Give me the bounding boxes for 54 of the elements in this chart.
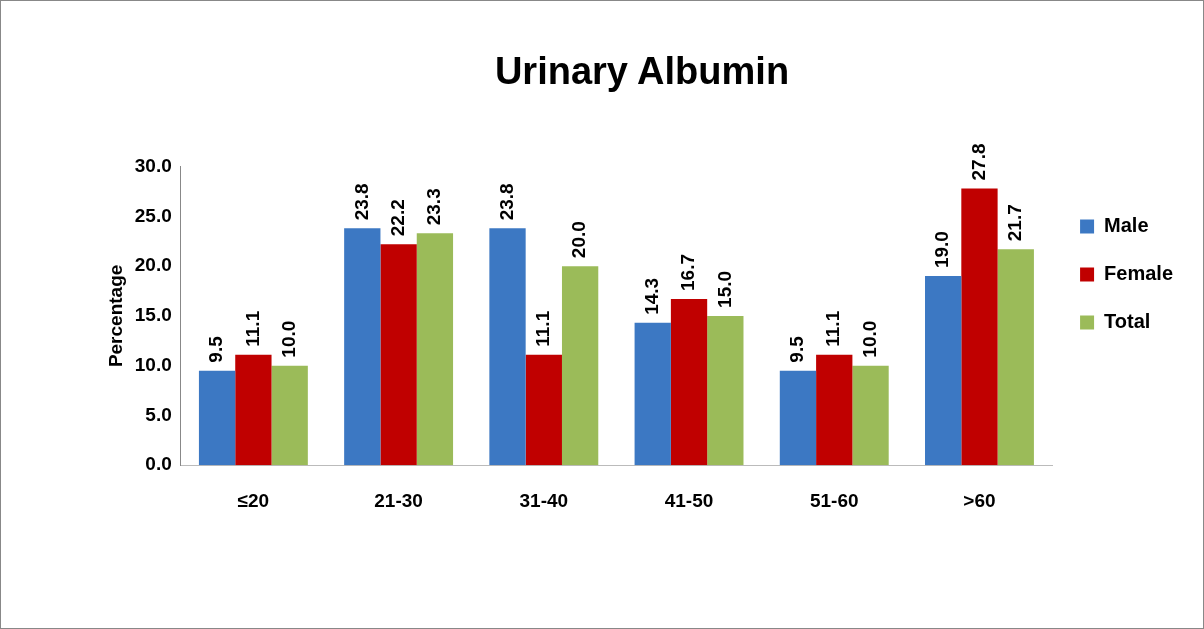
bar [489,228,526,466]
data-label: 9.5 [786,335,808,363]
y-tick-label: 5.0 [145,403,172,425]
x-tick-label: 31-40 [519,489,569,511]
bar [670,298,708,466]
bar [235,354,272,466]
y-tick-label: 20.0 [134,254,172,276]
y-tick-label: 0.0 [145,453,172,475]
data-label: 14.3 [640,277,662,315]
x-tick-label: 51-60 [809,489,859,511]
data-label: 15.0 [713,270,735,308]
bar [416,233,454,466]
data-label: 10.0 [277,320,299,358]
data-label: 16.7 [677,253,699,291]
bar [561,266,599,466]
data-label: 20.0 [568,221,590,259]
bar [198,370,236,466]
bar [961,188,998,466]
bar [816,354,853,466]
data-label: 27.8 [967,143,989,181]
legend-label: Male [1104,214,1149,237]
bar [707,315,744,466]
data-label: 11.1 [532,310,554,347]
bar [997,249,1034,466]
data-label: 11.1 [822,310,844,347]
bar [779,370,817,466]
legend-label: Female [1104,262,1174,285]
y-axis-title: Percentage [104,264,126,368]
data-label: 23.8 [350,183,372,221]
data-label: 22.2 [386,199,408,237]
bar [271,365,308,466]
legend-label: Total [1104,310,1151,333]
data-label: 11.1 [241,310,263,347]
chart-title: Urinary Albumin [494,50,790,93]
bar [380,244,417,466]
y-tick-label: 25.0 [134,204,172,226]
y-tick-label: 15.0 [134,304,172,326]
bar [925,276,962,466]
data-label: 19.0 [931,231,953,269]
bar [344,228,381,466]
data-label: 10.0 [858,320,880,358]
x-tick-label: ≤20 [237,489,270,511]
bar [634,322,671,466]
y-tick-label: 30.0 [134,154,172,176]
data-label: 23.8 [495,183,517,221]
bar [852,365,889,466]
data-label: 23.3 [423,188,445,226]
data-label: 9.5 [205,335,227,363]
x-tick-label: >60 [963,489,996,511]
x-tick-label: 41-50 [664,489,714,511]
bar [525,354,562,466]
y-tick-label: 10.0 [134,353,172,375]
x-tick-label: 21-30 [374,489,423,511]
data-label: 21.7 [1004,204,1025,242]
